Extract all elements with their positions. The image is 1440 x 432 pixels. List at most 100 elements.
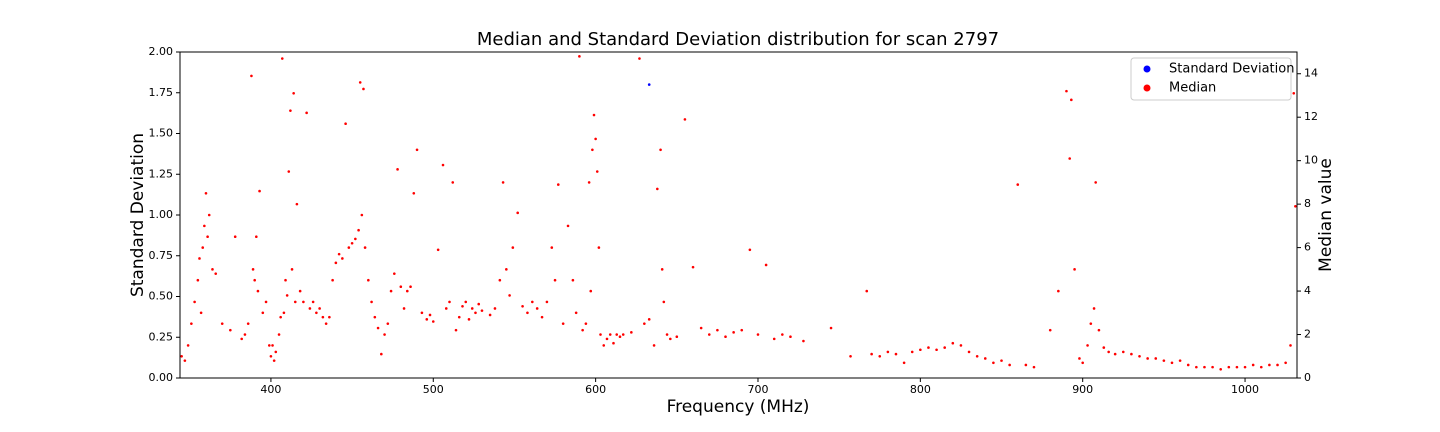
legend-label: Median — [1169, 81, 1216, 96]
data-point — [233, 235, 237, 239]
x-tick-label: 600 — [585, 383, 606, 396]
data-point — [772, 337, 776, 341]
data-point — [665, 333, 669, 336]
data-point — [196, 278, 200, 282]
data-point — [246, 322, 250, 325]
y-tick-label: 1.00 — [149, 208, 174, 221]
data-point — [927, 346, 930, 349]
data-point — [724, 335, 727, 339]
data-point — [526, 311, 529, 315]
x-tick-label: 500 — [423, 383, 444, 396]
data-point — [935, 348, 938, 352]
data-point — [264, 300, 268, 304]
data-point — [396, 168, 399, 171]
x-axis-label: Frequency (MHz) — [667, 397, 810, 417]
data-point — [436, 248, 440, 252]
data-point — [295, 202, 299, 206]
data-point — [474, 311, 477, 315]
data-point — [198, 257, 201, 260]
data-point — [206, 235, 209, 239]
data-point — [597, 246, 601, 249]
data-point — [425, 318, 429, 321]
legend-marker — [1143, 84, 1151, 92]
data-point — [615, 333, 619, 336]
data-point — [587, 181, 591, 184]
data-point — [1162, 359, 1166, 362]
data-point — [531, 300, 534, 304]
data-point — [566, 224, 570, 228]
data-point — [493, 307, 497, 310]
data-point — [420, 311, 424, 315]
data-point — [280, 57, 284, 60]
data-point — [1073, 268, 1076, 271]
data-point — [477, 302, 481, 306]
data-point — [691, 265, 695, 269]
y2-tick-label: 6 — [1304, 241, 1311, 254]
data-point — [302, 300, 305, 304]
data-point — [386, 322, 390, 325]
data-point — [1081, 361, 1084, 365]
data-point — [1235, 365, 1239, 369]
data-point — [1195, 365, 1198, 369]
data-point — [402, 307, 406, 310]
data-point — [618, 335, 622, 339]
data-point — [1078, 357, 1081, 360]
data-point — [1203, 365, 1206, 369]
data-point — [1102, 346, 1106, 349]
data-point — [1068, 157, 1072, 160]
data-point — [716, 328, 719, 332]
data-point — [594, 137, 597, 141]
data-point — [211, 268, 214, 271]
data-point — [669, 337, 672, 341]
data-point — [256, 289, 260, 293]
data-point — [1048, 328, 1052, 332]
data-point — [556, 183, 560, 186]
data-point — [1097, 328, 1101, 332]
data-point — [331, 278, 334, 282]
data-point — [289, 109, 292, 112]
data-point — [919, 348, 922, 352]
data-point — [354, 237, 357, 241]
data-point — [508, 294, 511, 297]
data-point — [321, 315, 325, 319]
data-point — [498, 278, 502, 282]
data-point — [643, 322, 646, 325]
data-point — [344, 122, 347, 126]
y2-axis-label: Median value — [1316, 158, 1336, 272]
data-point — [1107, 350, 1110, 354]
data-point — [284, 278, 287, 282]
data-point — [545, 300, 549, 304]
data-point — [457, 315, 461, 319]
data-point — [605, 337, 609, 341]
data-point — [1065, 89, 1068, 93]
data-point — [550, 246, 554, 249]
data-point — [756, 333, 760, 336]
data-point — [405, 289, 409, 293]
data-point — [1146, 357, 1149, 360]
data-point — [612, 341, 615, 345]
data-point — [1154, 357, 1158, 360]
data-point — [441, 163, 445, 167]
y2-tick-label: 12 — [1304, 110, 1318, 123]
data-point — [255, 235, 258, 239]
data-point — [337, 252, 341, 256]
data-point — [511, 246, 515, 249]
data-point — [193, 300, 196, 304]
data-point — [357, 228, 360, 232]
data-point — [656, 187, 659, 191]
x-tick-label: 400 — [260, 383, 281, 396]
data-point — [595, 170, 599, 173]
data-point — [467, 318, 471, 321]
data-point — [1268, 363, 1271, 367]
y2-tick-label: 8 — [1304, 197, 1311, 210]
data-point — [599, 333, 602, 336]
data-point — [267, 344, 271, 347]
data-point — [865, 289, 869, 293]
data-point — [1094, 181, 1097, 184]
data-point — [1092, 307, 1096, 310]
data-point — [781, 333, 784, 336]
data-point — [589, 289, 593, 293]
x-tick-label: 700 — [747, 383, 768, 396]
data-point — [444, 307, 448, 310]
data-point — [199, 311, 203, 315]
